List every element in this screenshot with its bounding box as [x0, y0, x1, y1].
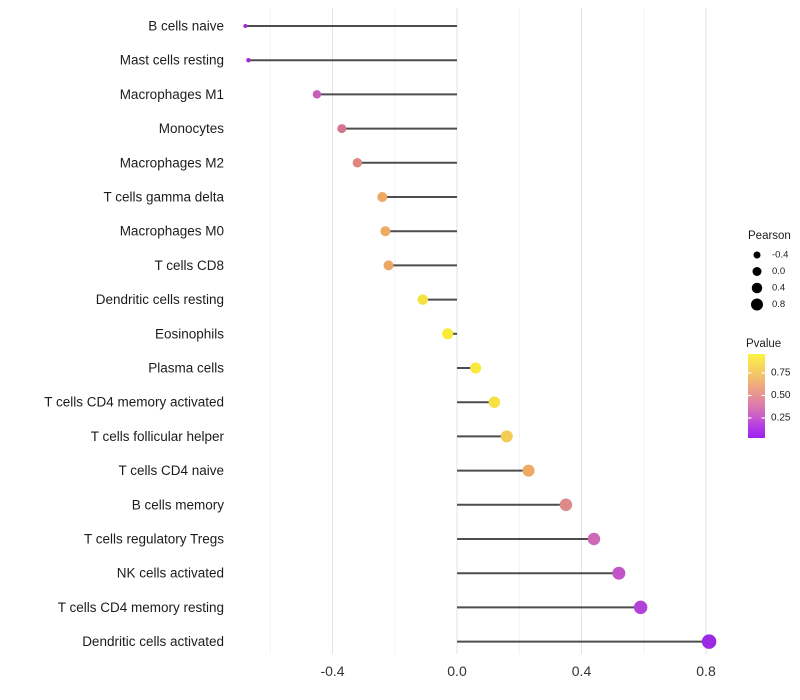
- pvalue-legend-label: 0.75: [771, 368, 791, 379]
- lollipop-dot: [377, 192, 388, 202]
- lollipop-dot: [701, 634, 717, 649]
- pearson-legend-dot: [753, 251, 761, 259]
- x-tick-label: 0.8: [696, 663, 716, 679]
- category-label: Plasma cells: [148, 361, 224, 376]
- pearson-legend-dot: [751, 282, 763, 294]
- category-label: T cells regulatory Tregs: [84, 532, 224, 547]
- x-axis-tick-labels: -0.4 0.0 0.4 0.8: [320, 663, 716, 679]
- category-label: Macrophages M1: [120, 87, 224, 102]
- y-axis-category-labels: B cells naive Mast cells resting Macrophag…: [44, 19, 224, 650]
- category-label: Monocytes: [159, 121, 225, 136]
- category-label: Macrophages M0: [120, 224, 224, 239]
- pearson-size-legend: Pearson -0.4 0.0 0.4 0.8: [748, 230, 791, 311]
- lollipop-stems: [245, 25, 710, 643]
- lollipop-dot: [522, 464, 535, 477]
- lollipop-dot: [380, 226, 391, 237]
- category-label: T cells CD4 memory activated: [44, 395, 224, 410]
- category-label: B cells naive: [148, 19, 224, 34]
- category-label: B cells memory: [132, 497, 225, 512]
- pearson-legend-label: -0.4: [772, 250, 788, 261]
- x-tick-label: 0.4: [572, 663, 592, 679]
- lollipop-dot: [500, 430, 513, 443]
- lollipop-dot: [612, 566, 626, 580]
- category-label: T cells follicular helper: [91, 429, 225, 444]
- x-tick-label: 0.0: [447, 663, 467, 679]
- pearson-legend-title: Pearson: [748, 230, 791, 242]
- category-label: T cells gamma delta: [103, 190, 224, 205]
- lollipop-dot: [488, 396, 501, 408]
- pearson-legend-dot: [751, 298, 763, 311]
- lollipop-dot: [337, 124, 347, 134]
- pearson-legend-label: 0.8: [772, 299, 785, 310]
- category-label: T cells CD4 memory resting: [58, 600, 224, 615]
- category-label: Dendritic cells activated: [82, 634, 224, 649]
- lollipop-dot: [442, 328, 454, 340]
- pvalue-legend-label: 0.25: [771, 413, 791, 424]
- lollipop-dot: [246, 57, 251, 63]
- lollipop-dot: [352, 158, 363, 168]
- pearson-legend-label: 0.4: [772, 283, 785, 294]
- lollipop-dot: [417, 294, 429, 305]
- pvalue-color-legend: Pvalue 0.75 0.50 0.25: [746, 338, 791, 438]
- x-tick-label: -0.4: [320, 663, 344, 679]
- pearson-legend-dot: [752, 267, 762, 276]
- lollipop-dot: [559, 498, 573, 512]
- category-label: Mast cells resting: [120, 53, 224, 68]
- category-label: NK cells activated: [117, 566, 224, 581]
- lollipop-dots: [243, 24, 717, 649]
- category-label: T cells CD8: [154, 258, 224, 273]
- lollipop-dot: [470, 362, 482, 374]
- lollipop-dot: [312, 90, 322, 99]
- lollipop-dot: [633, 600, 648, 615]
- pvalue-gradient-bar: [748, 354, 765, 438]
- lollipop-dot: [587, 532, 601, 546]
- category-label: Dendritic cells resting: [96, 292, 224, 307]
- pearson-legend-label: 0.0: [772, 266, 785, 277]
- category-label: Eosinophils: [155, 326, 224, 341]
- lollipop-dot: [243, 24, 248, 28]
- gridlines: [269, 8, 707, 654]
- pvalue-legend-title: Pvalue: [746, 338, 781, 350]
- category-label: T cells CD4 naive: [118, 463, 224, 478]
- pvalue-legend-label: 0.50: [771, 390, 791, 401]
- category-label: Macrophages M2: [120, 155, 224, 170]
- lollipop-dot: [383, 260, 394, 271]
